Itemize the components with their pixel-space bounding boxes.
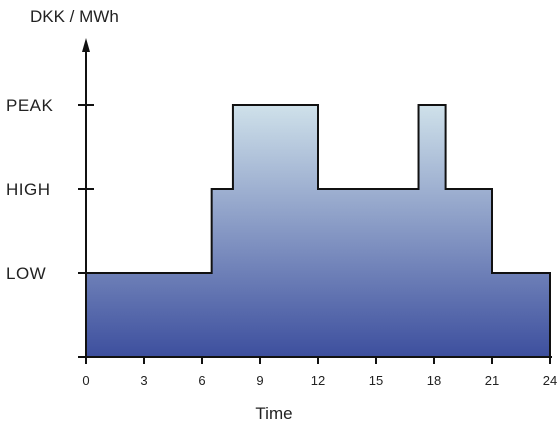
- y-axis-arrow-icon: [82, 38, 90, 52]
- x-tick-label-18: 18: [427, 373, 441, 388]
- x-tick-label-12: 12: [311, 373, 325, 388]
- x-axis-title: Time: [255, 404, 292, 423]
- x-tick-label-6: 6: [198, 373, 205, 388]
- x-tick-label-21: 21: [485, 373, 499, 388]
- price-step-area: [85, 104, 551, 358]
- y-axis-title: DKK / MWh: [30, 7, 119, 26]
- x-tick-label-9: 9: [256, 373, 263, 388]
- y-tick-label-low: LOW: [6, 264, 46, 283]
- x-ticks: 0 3 6 9 12 15 18 21 24: [82, 357, 557, 388]
- x-tick-label-3: 3: [140, 373, 147, 388]
- y-tick-label-peak: PEAK: [6, 96, 54, 115]
- x-tick-label-15: 15: [369, 373, 383, 388]
- x-tick-label-24: 24: [543, 373, 557, 388]
- y-ticks: LOW HIGH PEAK: [6, 96, 94, 358]
- y-tick-label-high: HIGH: [6, 180, 51, 199]
- x-tick-label-0: 0: [82, 373, 89, 388]
